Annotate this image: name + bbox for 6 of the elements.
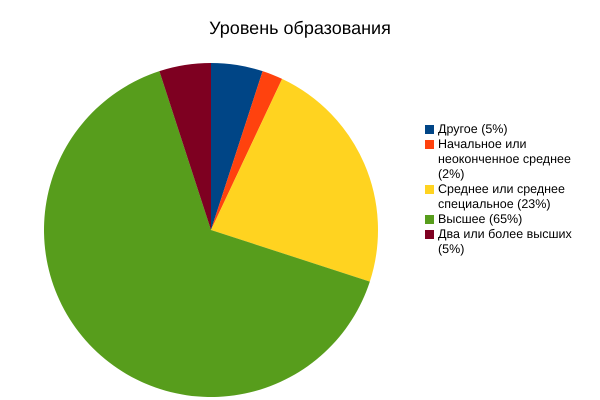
legend-label: Среднее или среднее специальное (23%)	[438, 182, 566, 212]
legend-label: Начальное или неоконченное среднее (2%)	[438, 137, 572, 182]
legend-label: Два или более высших (5%)	[438, 227, 573, 257]
legend-label: Другое (5%)	[438, 122, 508, 137]
chart-title: Уровень образования	[208, 18, 392, 39]
legend-label: Высшее (65%)	[438, 212, 522, 227]
